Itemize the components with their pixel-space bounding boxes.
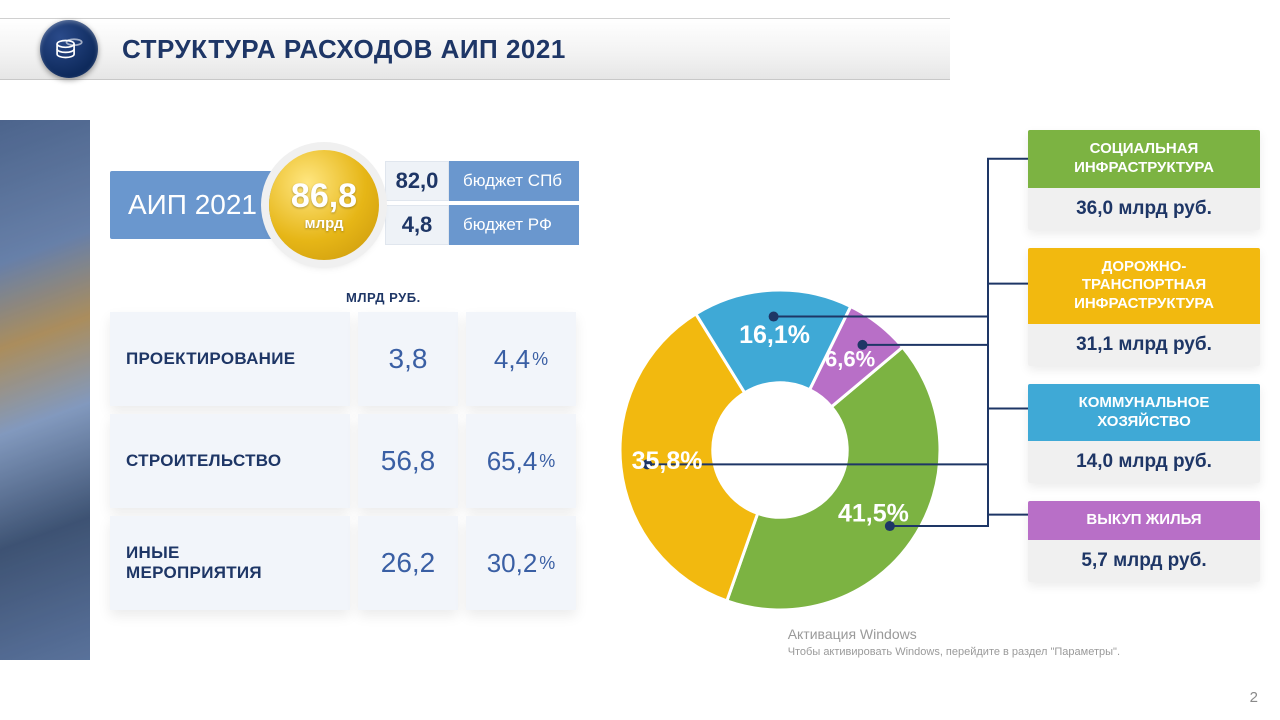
table-row-name: СТРОИТЕЛЬСТВО xyxy=(110,414,350,508)
page-title: СТРУКТУРА РАСХОДОВ АИП 2021 xyxy=(122,34,566,65)
donut-chart: 41,5% 35,8% 16,1% 6,6% xyxy=(580,250,980,650)
budget-rf-value: 4,8 xyxy=(385,205,449,245)
page-number: 2 xyxy=(1250,689,1258,706)
total-amount-circle: 86,8 млрд xyxy=(269,150,379,260)
legend-card-title: ВЫКУП ЖИЛЬЯ xyxy=(1028,501,1260,540)
legend-card-value: 14,0 млрд руб. xyxy=(1028,441,1260,483)
donut-slice-label: 35,8% xyxy=(632,447,703,475)
budget-spb-label: бюджет СПб xyxy=(449,161,579,201)
watermark-line2: Чтобы активировать Windows, перейдите в … xyxy=(788,645,1120,660)
aip-year-box: АИП 2021 xyxy=(110,171,287,239)
donut-slice-label: 6,6% xyxy=(825,346,875,371)
total-amount-unit: млрд xyxy=(305,215,344,232)
table-row-pct: 30,2% xyxy=(466,516,576,610)
watermark-line1: Активация Windows xyxy=(788,625,1120,645)
legend-card: КОММУНАЛЬНОЕХОЗЯЙСТВО14,0 млрд руб. xyxy=(1028,384,1260,484)
donut-slice-label: 41,5% xyxy=(838,499,909,527)
side-photo-strip xyxy=(0,120,90,660)
table-caption: МЛРД РУБ. xyxy=(346,290,421,305)
budget-breakdown: 82,0 бюджет СПб 4,8 бюджет РФ xyxy=(385,161,579,249)
totals-block: АИП 2021 86,8 млрд 82,0 бюджет СПб 4,8 б… xyxy=(110,150,579,260)
total-amount-value: 86,8 xyxy=(291,179,357,213)
table-row-pct: 65,4% xyxy=(466,414,576,508)
leader-dot-icon xyxy=(769,312,779,322)
legend-cards: СОЦИАЛЬНАЯИНФРАСТРУКТУРА36,0 млрд руб. ДО… xyxy=(1028,130,1260,582)
windows-activation-watermark: Активация Windows Чтобы активировать Win… xyxy=(788,625,1120,660)
budget-rf-label: бюджет РФ xyxy=(449,205,579,245)
legend-card: ВЫКУП ЖИЛЬЯ5,7 млрд руб. xyxy=(1028,501,1260,582)
table-row-value: 3,8 xyxy=(358,312,458,406)
breakdown-table: ПРОЕКТИРОВАНИЕ3,84,4% СТРОИТЕЛЬСТВО56,865… xyxy=(110,312,576,610)
legend-card: ДОРОЖНО-ТРАНСПОРТНАЯИНФРАСТРУКТУРА31,1 м… xyxy=(1028,248,1260,366)
table-row-value: 56,8 xyxy=(358,414,458,508)
legend-card-value: 5,7 млрд руб. xyxy=(1028,540,1260,582)
legend-card-value: 36,0 млрд руб. xyxy=(1028,188,1260,230)
table-row-name: ИНЫЕМЕРОПРИЯТИЯ xyxy=(110,516,350,610)
legend-card-title: СОЦИАЛЬНАЯИНФРАСТРУКТУРА xyxy=(1028,130,1260,188)
table-row-name: ПРОЕКТИРОВАНИЕ xyxy=(110,312,350,406)
donut-slice-label: 16,1% xyxy=(739,321,810,349)
table-row-value: 26,2 xyxy=(358,516,458,610)
header-bar: СТРУКТУРА РАСХОДОВ АИП 2021 xyxy=(0,18,950,80)
legend-card: СОЦИАЛЬНАЯИНФРАСТРУКТУРА36,0 млрд руб. xyxy=(1028,130,1260,230)
legend-card-title: КОММУНАЛЬНОЕХОЗЯЙСТВО xyxy=(1028,384,1260,442)
legend-card-title: ДОРОЖНО-ТРАНСПОРТНАЯИНФРАСТРУКТУРА xyxy=(1028,248,1260,324)
legend-card-value: 31,1 млрд руб. xyxy=(1028,324,1260,366)
budget-spb-value: 82,0 xyxy=(385,161,449,201)
table-row-pct: 4,4% xyxy=(466,312,576,406)
coins-logo-icon xyxy=(40,20,98,78)
